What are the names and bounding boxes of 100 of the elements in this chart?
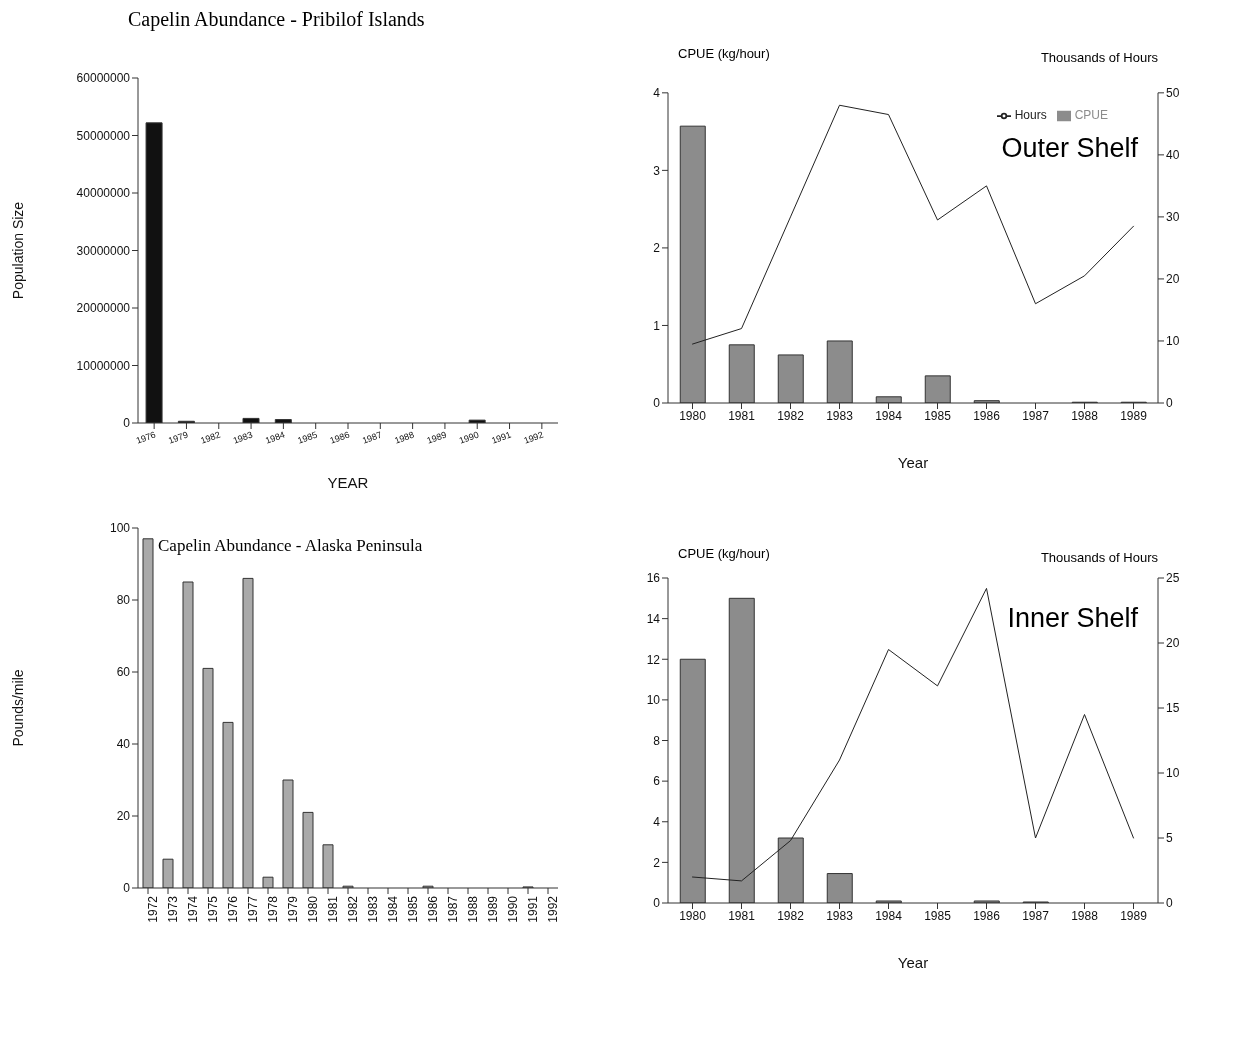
x-tick-label: 1986 bbox=[328, 429, 351, 446]
x-tick-label: 1988 bbox=[393, 429, 416, 446]
x-tick-label: 1984 bbox=[385, 895, 400, 923]
y-tick-label: 10000000 bbox=[76, 358, 131, 373]
x-axis-title: Year bbox=[897, 454, 929, 471]
y-axis-title: Pounds/mile bbox=[9, 669, 26, 747]
x-tick-label: 1985 bbox=[924, 408, 952, 423]
x-tick-label: 1982 bbox=[777, 908, 805, 923]
x-tick-label: 1988 bbox=[465, 895, 480, 923]
x-tick-label: 1975 bbox=[205, 895, 220, 923]
x-tick-label: 1983 bbox=[365, 895, 380, 923]
y-axis-title: Population Size bbox=[9, 201, 26, 300]
y2-tick-label: 15 bbox=[1166, 701, 1180, 716]
annotation: Outer Shelf bbox=[1001, 133, 1138, 164]
x-tick-label: 1992 bbox=[522, 429, 545, 446]
y2-tick-label: 20 bbox=[1166, 636, 1180, 651]
y-tick-label: 6 bbox=[653, 774, 661, 789]
y-tick-label: 2 bbox=[653, 241, 661, 256]
x-tick-label: 1974 bbox=[185, 895, 200, 923]
y2-tick-label: 40 bbox=[1166, 148, 1180, 163]
x-tick-label: 1977 bbox=[245, 895, 260, 923]
x-tick-label: 1976 bbox=[134, 429, 158, 446]
x-tick-label: 1983 bbox=[826, 908, 854, 923]
x-tick-label: 1980 bbox=[305, 895, 320, 923]
x-tick-label: 1983 bbox=[231, 429, 254, 446]
y2-tick-label: 10 bbox=[1166, 334, 1180, 349]
x-tick-label: 1982 bbox=[199, 429, 222, 446]
y-tick-label: 4 bbox=[653, 86, 661, 101]
x-tick-label: 1984 bbox=[264, 429, 287, 446]
y-axis-title: CPUE (kg/hour) bbox=[678, 546, 770, 561]
y-tick-label: 10 bbox=[646, 693, 661, 708]
x-tick-label: 1986 bbox=[425, 895, 440, 923]
x-axis-title: YEAR bbox=[327, 474, 369, 491]
y-tick-label: 80 bbox=[116, 593, 131, 608]
y-tick-label: 30000000 bbox=[76, 243, 131, 258]
y2-tick-label: 25 bbox=[1166, 571, 1180, 586]
x-tick-label: 1991 bbox=[490, 429, 513, 446]
y-tick-label: 40000000 bbox=[76, 186, 131, 201]
y-tick-label: 60000000 bbox=[76, 71, 131, 86]
y-tick-label: 0 bbox=[123, 881, 131, 896]
x-tick-label: 1985 bbox=[405, 895, 420, 923]
y-tick-label: 0 bbox=[653, 396, 661, 411]
y-tick-label: 50000000 bbox=[76, 128, 131, 143]
y2-tick-label: 10 bbox=[1166, 766, 1180, 781]
y-tick-label: 0 bbox=[123, 416, 131, 431]
x-tick-label: 1989 bbox=[425, 429, 448, 446]
x-tick-label: 1987 bbox=[1022, 408, 1050, 423]
x-axis-title: Year bbox=[897, 954, 929, 971]
y-tick-label: 1 bbox=[653, 318, 661, 333]
x-tick-label: 1989 bbox=[1120, 908, 1148, 923]
x-tick-label: 1973 bbox=[165, 895, 180, 923]
x-tick-label: 1992 bbox=[545, 895, 560, 923]
x-tick-label: 1978 bbox=[265, 895, 280, 923]
y-tick-label: 0 bbox=[653, 896, 661, 911]
x-tick-label: 1986 bbox=[973, 408, 1001, 423]
x-tick-label: 1990 bbox=[505, 895, 520, 923]
x-tick-label: 1980 bbox=[679, 908, 707, 923]
y2-tick-label: 0 bbox=[1166, 396, 1173, 411]
x-tick-label: 1987 bbox=[1022, 908, 1050, 923]
y2-tick-label: 0 bbox=[1166, 896, 1173, 911]
x-tick-label: 1985 bbox=[924, 908, 952, 923]
x-tick-label: 1990 bbox=[457, 429, 481, 446]
x-tick-label: 1987 bbox=[360, 429, 384, 446]
x-tick-label: 1981 bbox=[325, 895, 340, 923]
y-tick-label: 12 bbox=[646, 652, 661, 667]
text: Capelin Abundance - Alaska Peninsula bbox=[158, 536, 423, 556]
y-axis-title: CPUE (kg/hour) bbox=[678, 46, 770, 61]
y2-tick-label: 20 bbox=[1166, 272, 1180, 287]
x-tick-label: 1989 bbox=[485, 895, 500, 923]
legend-label: Hours bbox=[1014, 108, 1047, 122]
x-tick-label: 1976 bbox=[225, 895, 240, 923]
annotation: Inner Shelf bbox=[1007, 603, 1138, 634]
x-tick-label: 1986 bbox=[973, 908, 1001, 923]
x-tick-label: 1972 bbox=[145, 895, 160, 923]
y2-tick-label: 30 bbox=[1166, 210, 1180, 225]
legend-label: CPUE bbox=[1074, 108, 1108, 122]
y2-tick-label: 50 bbox=[1166, 86, 1180, 101]
y-tick-label: 60 bbox=[116, 665, 131, 680]
y2-axis-title: Thousands of Hours bbox=[1040, 550, 1158, 565]
x-tick-label: 1980 bbox=[679, 408, 707, 423]
y-tick-label: 20 bbox=[116, 809, 131, 824]
chart-title: Capelin Abundance - Pribilof Islands bbox=[128, 8, 426, 33]
x-tick-label: 1984 bbox=[875, 908, 903, 923]
x-tick-label: 1988 bbox=[1071, 908, 1099, 923]
x-tick-label: 1989 bbox=[1120, 408, 1148, 423]
y2-tick-label: 5 bbox=[1166, 831, 1173, 846]
x-tick-label: 1988 bbox=[1071, 408, 1099, 423]
x-tick-label: 1979 bbox=[285, 895, 300, 923]
y-tick-label: 2 bbox=[653, 855, 661, 870]
y2-axis-title: Thousands of Hours bbox=[1040, 50, 1158, 65]
y-tick-label: 3 bbox=[653, 163, 661, 178]
x-tick-label: 1991 bbox=[525, 895, 540, 923]
y-tick-label: 40 bbox=[116, 737, 131, 752]
y-tick-label: 100 bbox=[109, 521, 131, 536]
x-tick-label: 1981 bbox=[728, 408, 756, 423]
x-tick-label: 1987 bbox=[445, 895, 460, 923]
x-tick-label: 1982 bbox=[777, 408, 805, 423]
y-tick-label: 8 bbox=[653, 733, 661, 748]
x-tick-label: 1982 bbox=[345, 895, 360, 923]
x-tick-label: 1984 bbox=[875, 408, 903, 423]
